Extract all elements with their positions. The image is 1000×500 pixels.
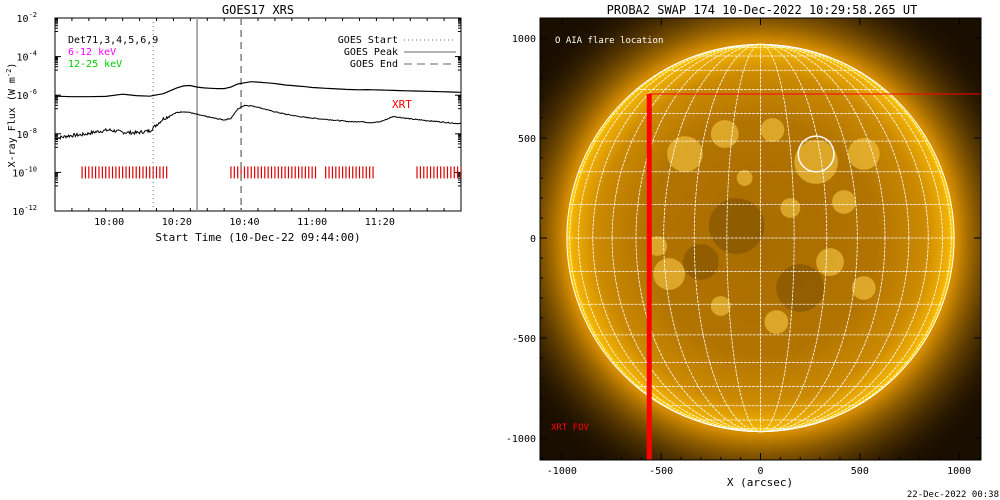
swap-x-tick-label: -500 (649, 466, 673, 477)
swap-y-ticks: 1000 500 0 -500 -1000 (506, 17, 981, 459)
swap-y-tick-label: -500 (512, 334, 536, 345)
swap-y-tick-label: 500 (518, 134, 536, 145)
goes-panel: GOES17 XRS 10-2 10-4 10-6 10-8 10-10 10-12 10… (5, 3, 462, 244)
active-region (653, 258, 686, 290)
limb-circle (566, 43, 955, 433)
swap-panel: PROBA2 SWAP 174 10-Dec-2022 10:29:58.265… (506, 3, 982, 489)
event-legend-entry: GOES End (350, 59, 398, 70)
y-tick-label: 10-10 (12, 165, 37, 179)
active-region (764, 310, 789, 334)
coronal-hole (776, 264, 825, 312)
y-tick-label: 10-12 (12, 204, 37, 218)
swap-x-axis-label: X (arcsec) (727, 476, 793, 489)
swap-x-tick-label: 0 (757, 466, 763, 477)
swap-image (540, 18, 981, 460)
active-region (710, 296, 731, 316)
aia-flare-label: O AIA flare location (555, 36, 663, 46)
coronal-hole (683, 244, 719, 280)
y-tick-label: 10-2 (17, 11, 37, 25)
y-tick-label: 10-8 (17, 127, 37, 141)
active-region (647, 236, 668, 256)
active-region (794, 140, 838, 184)
detector-legend-entry: 12-25 keV (68, 59, 122, 70)
x-tick-label: 11:20 (365, 217, 395, 228)
swap-x-tick-label: 1000 (947, 466, 971, 477)
x-tick-label: 11:00 (297, 217, 327, 228)
goes-x-axis-label: Start Time (10-Dec-22 09:44:00) (155, 231, 360, 244)
event-legend-entry: GOES Start (338, 35, 398, 46)
y-label-exp: -2 (5, 69, 13, 77)
x-tick-label: 10:40 (229, 217, 259, 228)
y-tick-label: 10-4 (17, 50, 37, 64)
swap-y-tick-label: -1000 (506, 434, 536, 445)
active-regions (647, 118, 880, 334)
coronal-hole (708, 198, 765, 254)
x-tick-label: 10:20 (162, 217, 192, 228)
active-region (736, 170, 753, 186)
swap-title: PROBA2 SWAP 174 10-Dec-2022 10:29:58.265… (607, 3, 918, 17)
y-label-close: ) (7, 63, 18, 69)
active-region (780, 198, 801, 218)
active-region (847, 138, 880, 170)
event-legend-entry: GOES Peak (344, 47, 398, 58)
goes-long-channel-line (55, 81, 461, 98)
heliographic-grid (566, 43, 955, 433)
y-label-text: X-ray Flux (W m (7, 77, 18, 167)
xrt-observation-ticks (81, 166, 461, 179)
xrt-label: XRT (392, 98, 412, 111)
goes-y-ticks: 10-2 10-4 10-6 10-8 10-10 10-12 (12, 11, 461, 218)
x-tick-label: 10:00 (94, 217, 124, 228)
active-region (851, 276, 876, 300)
swap-x-tick-label: -1000 (547, 466, 577, 477)
goes-short-channel-line (55, 104, 461, 141)
active-region (760, 118, 785, 142)
detector-legend-entry: Det71,3,4,5,6,9 (68, 35, 158, 46)
aia-flare-location-marker (797, 135, 835, 173)
generation-timestamp: 22-Dec-2022 00:38 (907, 490, 999, 500)
goes-title: GOES17 XRS (222, 3, 294, 17)
goes-y-axis-label: X-ray Flux (W m-2) (5, 63, 18, 168)
swap-x-tick-label: 500 (851, 466, 869, 477)
y-tick-label: 10-6 (17, 88, 37, 102)
active-region (710, 120, 739, 148)
goes-series (55, 81, 461, 141)
xrt-fov-label: XRT FOV (551, 423, 590, 433)
active-region (832, 190, 856, 214)
active-region (667, 136, 703, 172)
active-region (816, 248, 844, 276)
swap-y-tick-label: 0 (530, 234, 536, 245)
detector-legend-entry: 6-12 keV (68, 47, 116, 58)
swap-y-tick-label: 1000 (512, 34, 536, 45)
